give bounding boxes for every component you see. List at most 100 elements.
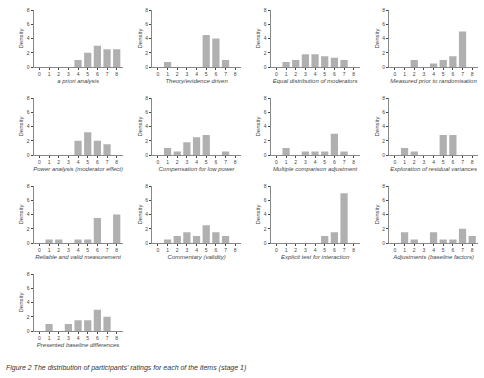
svg-text:4: 4 bbox=[264, 211, 267, 217]
svg-text:7: 7 bbox=[224, 247, 227, 253]
svg-text:2: 2 bbox=[413, 159, 416, 165]
svg-text:Density: Density bbox=[255, 28, 261, 48]
svg-text:0: 0 bbox=[394, 71, 397, 77]
svg-text:6: 6 bbox=[264, 109, 267, 115]
svg-text:2: 2 bbox=[57, 247, 60, 253]
svg-text:Commentary (validity): Commentary (validity) bbox=[167, 254, 225, 260]
svg-text:0: 0 bbox=[38, 335, 41, 341]
svg-text:0: 0 bbox=[382, 240, 385, 246]
svg-text:0: 0 bbox=[145, 240, 148, 246]
svg-text:6: 6 bbox=[264, 21, 267, 27]
svg-text:4: 4 bbox=[27, 35, 30, 41]
svg-text:2: 2 bbox=[145, 226, 148, 232]
svg-text:6: 6 bbox=[214, 71, 217, 77]
svg-text:6: 6 bbox=[333, 159, 336, 165]
svg-text:2: 2 bbox=[382, 138, 385, 144]
svg-text:0: 0 bbox=[275, 159, 278, 165]
svg-text:2: 2 bbox=[294, 159, 297, 165]
svg-text:3: 3 bbox=[423, 247, 426, 253]
svg-text:4: 4 bbox=[27, 211, 30, 217]
svg-text:0: 0 bbox=[382, 152, 385, 158]
svg-text:4: 4 bbox=[77, 247, 80, 253]
svg-text:Density: Density bbox=[137, 28, 143, 48]
svg-text:0: 0 bbox=[157, 71, 160, 77]
svg-text:1: 1 bbox=[48, 247, 51, 253]
svg-text:4: 4 bbox=[314, 247, 317, 253]
svg-text:8: 8 bbox=[471, 159, 474, 165]
svg-text:4: 4 bbox=[27, 123, 30, 129]
svg-text:4: 4 bbox=[382, 123, 385, 129]
svg-text:0: 0 bbox=[394, 159, 397, 165]
svg-text:2: 2 bbox=[264, 50, 267, 56]
svg-text:Explicit test for interaction: Explicit test for interaction bbox=[281, 254, 350, 260]
svg-text:4: 4 bbox=[314, 71, 317, 77]
svg-text:3: 3 bbox=[186, 71, 189, 77]
svg-text:5: 5 bbox=[442, 159, 445, 165]
svg-text:7: 7 bbox=[224, 71, 227, 77]
svg-text:0: 0 bbox=[264, 152, 267, 158]
svg-text:4: 4 bbox=[432, 159, 435, 165]
svg-text:1: 1 bbox=[48, 71, 51, 77]
svg-text:Density: Density bbox=[18, 292, 24, 312]
svg-text:2: 2 bbox=[382, 50, 385, 56]
svg-text:1: 1 bbox=[285, 71, 288, 77]
svg-text:0: 0 bbox=[157, 247, 160, 253]
svg-text:0: 0 bbox=[27, 152, 30, 158]
svg-text:6: 6 bbox=[382, 109, 385, 115]
svg-text:8: 8 bbox=[234, 247, 237, 253]
svg-text:8: 8 bbox=[382, 7, 385, 13]
svg-text:2: 2 bbox=[264, 226, 267, 232]
svg-text:0: 0 bbox=[27, 328, 30, 334]
svg-text:1: 1 bbox=[285, 159, 288, 165]
svg-text:1: 1 bbox=[166, 247, 169, 253]
svg-text:2: 2 bbox=[176, 247, 179, 253]
svg-text:8: 8 bbox=[471, 71, 474, 77]
svg-text:2: 2 bbox=[57, 159, 60, 165]
svg-text:3: 3 bbox=[67, 335, 70, 341]
svg-text:Density: Density bbox=[18, 204, 24, 224]
svg-text:6: 6 bbox=[27, 285, 30, 291]
svg-text:Reliable and valid measurement: Reliable and valid measurement bbox=[35, 254, 121, 260]
svg-text:8: 8 bbox=[382, 183, 385, 189]
svg-text:Density: Density bbox=[374, 116, 380, 136]
svg-text:Density: Density bbox=[18, 116, 24, 136]
svg-text:4: 4 bbox=[195, 159, 198, 165]
svg-text:2: 2 bbox=[27, 138, 30, 144]
svg-text:8: 8 bbox=[352, 159, 355, 165]
svg-text:8: 8 bbox=[27, 271, 30, 277]
svg-text:Figure 2 The distribution of p: Figure 2 The distribution of participant… bbox=[6, 364, 246, 372]
svg-text:4: 4 bbox=[264, 35, 267, 41]
svg-text:8: 8 bbox=[352, 247, 355, 253]
svg-text:4: 4 bbox=[382, 211, 385, 217]
svg-text:4: 4 bbox=[145, 123, 148, 129]
svg-text:Power analysis (moderator effe: Power analysis (moderator effect) bbox=[33, 166, 123, 172]
svg-text:8: 8 bbox=[115, 335, 118, 341]
svg-text:5: 5 bbox=[205, 71, 208, 77]
svg-text:6: 6 bbox=[333, 247, 336, 253]
svg-text:6: 6 bbox=[145, 197, 148, 203]
svg-text:6: 6 bbox=[214, 247, 217, 253]
svg-text:4: 4 bbox=[195, 71, 198, 77]
svg-text:3: 3 bbox=[186, 247, 189, 253]
svg-text:1: 1 bbox=[285, 247, 288, 253]
svg-text:6: 6 bbox=[264, 197, 267, 203]
svg-text:6: 6 bbox=[27, 21, 30, 27]
svg-text:4: 4 bbox=[314, 159, 317, 165]
svg-text:8: 8 bbox=[145, 7, 148, 13]
svg-text:8: 8 bbox=[352, 71, 355, 77]
svg-text:4: 4 bbox=[195, 247, 198, 253]
svg-text:0: 0 bbox=[382, 64, 385, 70]
svg-text:8: 8 bbox=[264, 7, 267, 13]
svg-text:1: 1 bbox=[403, 159, 406, 165]
svg-text:3: 3 bbox=[67, 159, 70, 165]
svg-text:2: 2 bbox=[382, 226, 385, 232]
svg-text:6: 6 bbox=[27, 109, 30, 115]
svg-text:Multiple comparison adjustment: Multiple comparison adjustment bbox=[273, 166, 358, 172]
svg-text:7: 7 bbox=[461, 247, 464, 253]
svg-text:8: 8 bbox=[27, 7, 30, 13]
svg-text:6: 6 bbox=[382, 197, 385, 203]
svg-text:2: 2 bbox=[27, 226, 30, 232]
svg-text:1: 1 bbox=[166, 159, 169, 165]
svg-text:a priori analysis: a priori analysis bbox=[57, 78, 99, 84]
svg-text:Compensation for low power: Compensation for low power bbox=[159, 166, 236, 172]
